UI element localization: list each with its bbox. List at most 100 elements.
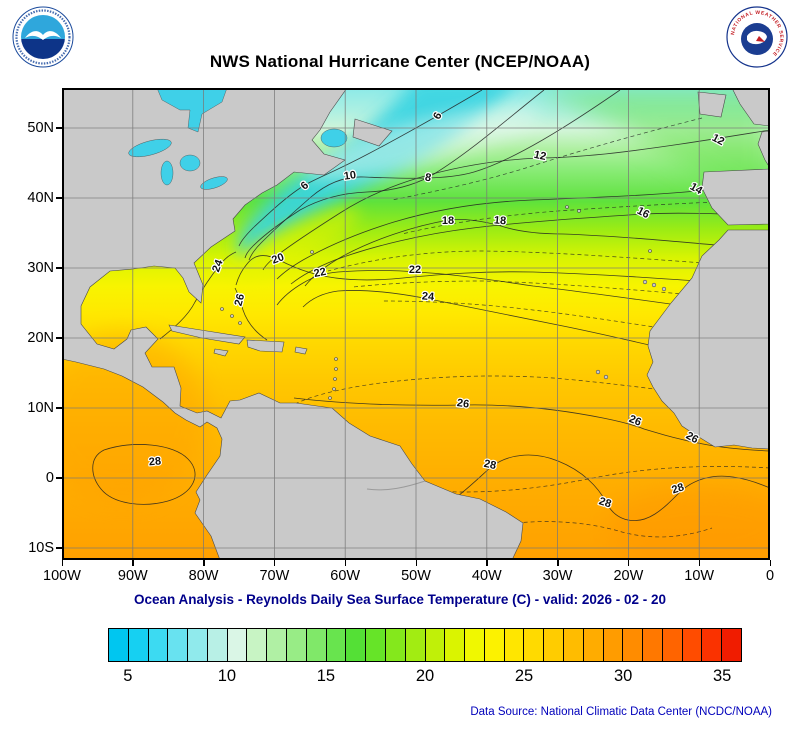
newfoundland	[352, 118, 393, 147]
lon-tick-mark	[627, 560, 630, 566]
colorbar	[108, 628, 742, 662]
colorbar-cell	[346, 629, 367, 661]
contour-label: 24	[421, 290, 435, 303]
hudson-bay	[156, 88, 228, 133]
graticule	[62, 88, 770, 560]
lat-tick-label: 40N	[27, 189, 54, 206]
colorbar-tick-label: 35	[713, 667, 732, 685]
colorbar-cell	[227, 629, 248, 661]
lon-tick-mark	[273, 560, 276, 566]
page-title: NWS National Hurricane Center (NCEP/NOAA…	[209, 52, 591, 71]
lon-tick-label: 50W	[401, 568, 431, 584]
contour-label: 8	[424, 171, 432, 184]
lat-tick-mark	[56, 197, 62, 199]
colorbar-cell	[306, 629, 327, 661]
cuba	[168, 324, 246, 345]
noaa-gull-icon	[25, 31, 61, 40]
colorbar-cell	[524, 629, 545, 661]
contour-label: 26	[627, 413, 643, 429]
lon-tick-mark	[769, 560, 771, 566]
colorbar-cell	[207, 629, 228, 661]
contour-label: 26	[456, 397, 470, 411]
landmasses	[62, 88, 770, 560]
colorbar-cell	[148, 629, 169, 661]
lat-tick-label: 10N	[27, 399, 54, 416]
colorbar-labels: 5 10 15 20 25 30 35	[108, 667, 742, 689]
lat-tick-mark	[56, 337, 62, 339]
lon-tick-label: 40W	[471, 568, 502, 584]
colorbar-cell	[366, 629, 386, 661]
colorbar-cell	[188, 629, 208, 661]
colorbar-cell	[287, 629, 307, 661]
colorbar-cell	[109, 629, 129, 661]
colorbar-cell	[702, 629, 723, 661]
lon-tick-mark	[486, 560, 488, 566]
lake-superior	[128, 138, 172, 158]
lake-michigan	[160, 160, 174, 186]
colorbar-tick-label: 10	[217, 667, 237, 685]
contour-label: 12	[533, 149, 547, 163]
colorbar-cell	[722, 629, 741, 661]
lon-tick-label: 0	[765, 568, 775, 584]
colorbar-tick-label: 20	[415, 667, 435, 685]
lat-tick-label: 50N	[27, 119, 54, 136]
lat-tick-label: 10S	[28, 539, 54, 556]
colorbar-cell	[128, 629, 149, 661]
lat-tick-mark	[56, 407, 62, 409]
colorbar-cell	[623, 629, 644, 661]
lon-tick-label: 100W	[43, 568, 81, 584]
colorbar-cell	[504, 629, 525, 661]
lat-tick-mark	[56, 547, 62, 549]
puerto-rico	[294, 346, 308, 355]
colorbar-cell	[168, 629, 189, 661]
nws-arrow-icon	[756, 36, 765, 42]
colorbar-cell	[465, 629, 485, 661]
colorbar-cell	[405, 629, 426, 661]
ireland	[697, 91, 727, 118]
sst-map: 6 12 12 10 6 8 14 16 18 18 20 24 22 22 24 26 26 26 26 28 28 2…	[62, 88, 770, 560]
colorbar-cell	[445, 629, 466, 661]
lon-tick-mark	[698, 560, 701, 566]
lat-tick-mark	[56, 127, 62, 129]
contour-label: 18	[442, 215, 454, 227]
contour-label: 28	[597, 495, 612, 510]
colorbar-cell	[385, 629, 406, 661]
lat-tick-mark	[56, 267, 62, 269]
contour-label: 22	[409, 264, 421, 276]
colorbar-tick-label: 30	[613, 667, 633, 685]
contour-label: 28	[148, 455, 161, 468]
gulf-of-st-lawrence	[320, 128, 348, 148]
contour-label: 18	[493, 214, 506, 227]
amazon-river	[366, 480, 426, 491]
noaa-logo	[12, 6, 74, 68]
colorbar-cell	[484, 629, 505, 661]
lon-tick-label: 20W	[613, 568, 644, 584]
colorbar-cell	[544, 629, 564, 661]
colorbar-cell	[247, 629, 268, 661]
lon-axis: 100W 90W 80W 70W 60W 50W 40W 30W 20W 10W 0	[0, 560, 800, 590]
lat-tick-mark	[56, 477, 62, 479]
colorbar-tick-label: 15	[316, 667, 336, 685]
contour-label: 10	[343, 169, 357, 183]
colorbar-cell	[662, 629, 683, 661]
contour-label: 28	[670, 481, 685, 496]
jamaica	[213, 348, 229, 357]
lon-tick-mark	[61, 560, 63, 566]
colorbar-cell	[643, 629, 663, 661]
colorbar-cell	[267, 629, 288, 661]
britain	[731, 88, 770, 127]
nws-logo: NATIONAL WEATHER SERVICE	[726, 6, 788, 68]
contour-label: 22	[313, 266, 327, 280]
caption: Ocean Analysis - Reynolds Daily Sea Surf…	[134, 592, 666, 607]
lake-erie-ontario	[200, 176, 228, 190]
contour-label: 26	[233, 293, 248, 308]
lon-tick-label: 80W	[188, 568, 219, 584]
lon-tick-mark	[415, 560, 417, 566]
colorbar-cell	[425, 629, 446, 661]
lon-tick-label: 10W	[684, 568, 715, 584]
lake-huron	[179, 154, 201, 172]
lon-tick-label: 60W	[330, 568, 361, 584]
contour-label: 28	[483, 458, 497, 472]
